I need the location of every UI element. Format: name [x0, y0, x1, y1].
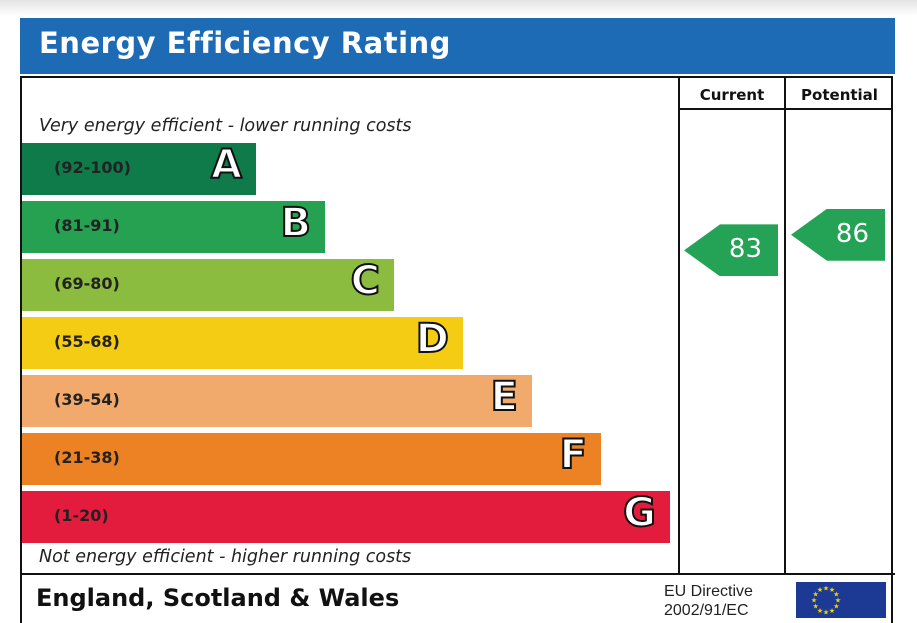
- flag-star-icon: ★: [823, 609, 829, 617]
- flag-star-icon: ★: [823, 585, 829, 593]
- column-divider-potential: [784, 78, 786, 575]
- eu-directive-line2: 2002/91/EC: [664, 602, 749, 619]
- band-range-label: (81-91): [54, 216, 120, 235]
- header-divider: [680, 108, 893, 110]
- footer-region: England, Scotland & Wales: [36, 584, 400, 612]
- eu-flag-icon: ★★★★★★★★★ ★ ★★: [796, 582, 886, 618]
- flag-star-icon: ★: [829, 586, 835, 594]
- title-bar: Energy Efficiency Rating: [20, 18, 895, 74]
- flag-star-icon: ★: [817, 607, 823, 615]
- band-f: (21-38) F: [22, 431, 601, 485]
- band-letter: B: [280, 199, 312, 247]
- band-letter: F: [559, 431, 588, 479]
- flag-star-icon: ★: [811, 597, 817, 605]
- band-d: (55-68) D: [22, 315, 463, 369]
- column-header-potential: Potential: [801, 86, 878, 104]
- band-e: (39-54) E: [22, 373, 532, 427]
- column-divider-current: [678, 78, 680, 575]
- page-title: Energy Efficiency Rating: [39, 26, 451, 60]
- eu-directive-line1: EU Directive: [664, 583, 753, 600]
- band-g: (1-20) G: [22, 489, 670, 543]
- band-letter: E: [490, 373, 519, 421]
- flag-star-icon: ★: [812, 603, 818, 611]
- footer-divider: [20, 573, 895, 575]
- flag-star-icon: ★: [833, 591, 839, 599]
- eu-directive: EU Directive 2002/91/EC: [664, 582, 753, 620]
- band-range-label: (39-54): [54, 390, 120, 409]
- potential-rating-value: 86: [835, 218, 869, 249]
- caption-efficient: Very energy efficient - lower running co…: [39, 116, 412, 136]
- band-range-label: (69-80): [54, 274, 120, 293]
- band-c: (69-80) C: [22, 257, 394, 311]
- flag-star-icon: ★: [835, 597, 841, 605]
- flag-star-icon: ★: [829, 607, 835, 615]
- band-range-label: (55-68): [54, 332, 120, 351]
- caption-inefficient: Not energy efficient - higher running co…: [39, 547, 412, 567]
- flag-star-icon: ★: [833, 603, 839, 611]
- band-letter: G: [622, 489, 657, 537]
- band-range-label: (1-20): [54, 506, 109, 525]
- current-rating-value: 83: [728, 234, 762, 265]
- band-a: (92-100) A: [22, 141, 256, 195]
- rating-frame: [20, 76, 893, 623]
- flag-star-icon: ★: [812, 591, 818, 599]
- band-letter: D: [415, 315, 450, 363]
- band-b: (81-91) B: [22, 199, 325, 253]
- band-letter: C: [350, 257, 381, 305]
- flag-star-icon: ★: [817, 586, 823, 594]
- band-range-label: (21-38): [54, 448, 120, 467]
- band-letter: A: [210, 141, 243, 189]
- band-range-label: (92-100): [54, 158, 131, 177]
- column-header-current: Current: [699, 86, 765, 104]
